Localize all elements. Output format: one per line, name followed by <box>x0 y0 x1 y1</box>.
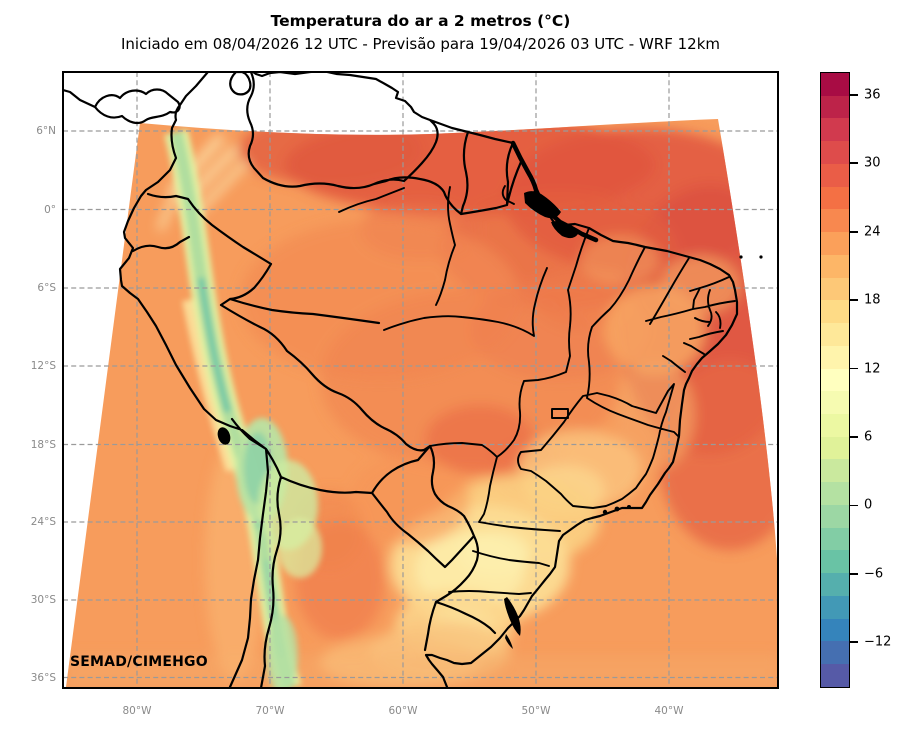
colorbar-tick <box>850 367 858 370</box>
colorbar-segment <box>821 482 849 505</box>
plot-area <box>63 72 778 688</box>
colorbar-segment <box>821 550 849 574</box>
lat-tick-label: 30°S <box>30 594 56 606</box>
colorbar-tick-label: 12 <box>864 361 881 377</box>
colorbar-segment <box>821 618 849 642</box>
lat-tick-label: 36°S <box>30 671 56 684</box>
colorbar-segment <box>821 459 849 483</box>
colorbar-segment <box>821 300 849 324</box>
source-watermark: SEMAD/CIMEHGO <box>70 654 208 670</box>
colorbar-tick-label: −6 <box>864 566 884 582</box>
colorbar-segment <box>821 414 849 437</box>
colorbar-segment <box>821 232 849 255</box>
colorbar-segment <box>821 277 849 301</box>
colorbar-segment <box>821 368 849 392</box>
colorbar-segment <box>821 73 849 96</box>
lat-tick-label: 0° <box>44 203 56 216</box>
colorbar-segment <box>821 436 849 460</box>
colorbar-segment <box>821 527 849 551</box>
state-borders <box>338 185 736 595</box>
lat-tick-label: 24°S <box>30 516 56 528</box>
colorbar-tick-label: 24 <box>864 224 881 240</box>
temperature-field <box>66 119 778 687</box>
colorbar-segment <box>821 163 849 187</box>
andes-cold-band <box>164 129 322 687</box>
colorbar-tick-label: 30 <box>864 155 881 171</box>
colorbar-tick-label: 18 <box>864 292 881 308</box>
colorbar <box>820 72 850 688</box>
colorbar-segment <box>821 323 849 346</box>
colorbar-tick <box>850 230 858 233</box>
colorbar-segment <box>821 664 849 687</box>
colorbar-tick <box>850 299 858 302</box>
lat-tick-label: 6°N <box>36 125 56 137</box>
colorbar-tick <box>850 436 858 438</box>
colorbar-segment <box>821 118 849 142</box>
amazon-delta-coast <box>510 140 599 243</box>
colorbar-segment <box>821 641 849 665</box>
colorbar-tick-label: 6 <box>864 429 873 445</box>
page-title: Temperatura do ar a 2 metros (°C) <box>270 12 571 30</box>
lon-tick-label: 70°W <box>255 705 285 717</box>
colorbar-segment <box>821 186 849 210</box>
figure-subtitle: Iniciado em 08/04/2026 12 UTC - Previsão… <box>120 35 721 53</box>
colorbar-segment <box>821 254 849 278</box>
water-features <box>217 191 763 649</box>
colorbar-tick <box>850 162 858 165</box>
colorbar-tick-label: 0 <box>864 497 873 513</box>
colorbar-segment <box>821 504 849 528</box>
colorbar-tick-label: 36 <box>864 87 881 103</box>
colorbar-segment <box>821 209 849 233</box>
colorbar-segment <box>821 95 849 119</box>
lon-tick-label: 60°W <box>388 705 418 717</box>
colorbar-tick <box>850 641 858 644</box>
colorbar-segment <box>821 141 849 164</box>
graticule-gridlines <box>63 72 778 688</box>
lon-tick-label: 40°W <box>654 705 684 717</box>
colorbar-tick-label: −12 <box>864 634 892 650</box>
lat-tick-label: 18°S <box>30 438 56 451</box>
coastline-and-national-borders <box>63 72 739 688</box>
colorbar-segment <box>821 345 849 369</box>
colorbar-segment <box>821 595 849 619</box>
map-frame <box>62 71 779 689</box>
colorbar-tick <box>850 504 858 507</box>
lon-tick-label: 50°W <box>521 705 551 717</box>
lat-tick-label: 12°S <box>30 360 56 372</box>
colorbar-tick <box>850 93 858 96</box>
lat-tick-label: 6°S <box>37 282 56 294</box>
lon-tick-label: 80°W <box>122 705 152 717</box>
colorbar-segment <box>821 391 849 415</box>
colorbar-segment <box>821 573 849 596</box>
colorbar-tick <box>850 573 858 575</box>
